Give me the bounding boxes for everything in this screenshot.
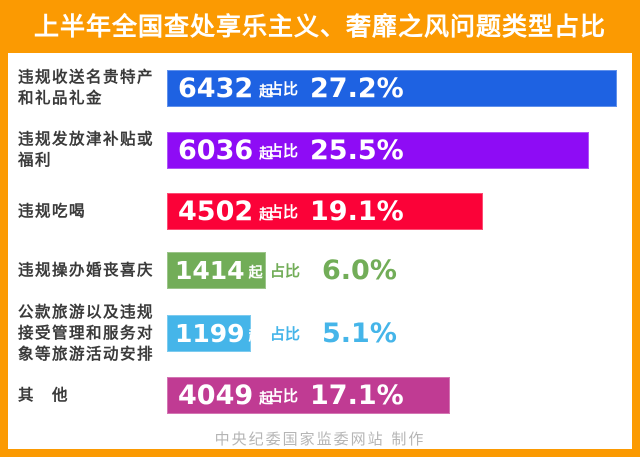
- count-unit: 起: [259, 83, 274, 100]
- bar: 1414 起: [167, 251, 266, 289]
- count-unit: 起: [259, 390, 274, 407]
- bar: 4049 起: [167, 376, 450, 414]
- rows-container: 违规收送名贵特产 和礼品礼金 6432 起 占比 27.2% 违规发放津补贴或 福利…: [8, 57, 632, 423]
- bar: 6432 起: [167, 69, 617, 107]
- count-value: 4502: [178, 195, 254, 227]
- percent-value: 27.2%: [310, 72, 404, 104]
- share-label: 占比: [268, 203, 299, 221]
- category-label: 违规吃喝: [8, 201, 167, 222]
- count-unit: 起: [259, 206, 274, 223]
- category-label: 其 他: [8, 385, 167, 406]
- percent-value: 19.1%: [310, 195, 404, 227]
- category-label-line: 其 他: [18, 385, 70, 404]
- footer-credit: 中央纪委国家监委网站 制作: [214, 430, 426, 448]
- title-band: 上半年全国查处享乐主义、奢靡之风问题类型占比: [8, 0, 632, 53]
- category-label: 违规操办婚丧喜庆: [8, 260, 167, 281]
- bar-area: 1199 起 占比 5.1%: [167, 299, 632, 367]
- table-row: 公款旅游以及违规 接受管理和服务对 象等旅游活动安排 1199 起 占比 5.1%: [8, 299, 632, 367]
- category-label-line: 违规收送名贵特产: [18, 68, 155, 86]
- category-label-line: 公款旅游以及违规: [18, 302, 155, 321]
- category-label-line: 违规吃喝: [18, 201, 87, 220]
- percent-value: 5.1%: [322, 317, 397, 349]
- chart-content: 违规收送名贵特产 和礼品礼金 6432 起 占比 27.2% 违规发放津补贴或 福利…: [8, 53, 632, 449]
- category-label-line: 违规操办婚丧喜庆: [18, 260, 155, 279]
- table-row: 违规发放津补贴或 福利 6036 起 占比 25.5%: [8, 119, 632, 181]
- count-value: 6036: [178, 134, 254, 166]
- percent-value: 17.1%: [310, 379, 404, 411]
- count-value: 6432: [178, 72, 254, 104]
- bar-area: 4049 起 占比 17.1%: [167, 367, 632, 423]
- bar: 6036 起: [167, 131, 589, 169]
- count-value: 1414: [175, 255, 245, 285]
- count-unit: 起: [248, 328, 263, 344]
- bar: 1199 起: [167, 314, 263, 352]
- bar-area: 6036 起 占比 25.5%: [167, 119, 632, 181]
- category-label: 公款旅游以及违规 接受管理和服务对 象等旅游活动安排: [8, 302, 167, 365]
- table-row: 违规吃喝 4502 起 占比 19.1%: [8, 181, 632, 241]
- category-label-line: 福利: [18, 151, 53, 169]
- category-label-line: 违规发放津补贴或: [18, 130, 155, 148]
- count-value: 4049: [178, 379, 254, 411]
- count-unit: 起: [259, 145, 274, 162]
- chart-title: 上半年全国查处享乐主义、奢靡之风问题类型占比: [33, 12, 606, 41]
- percent-value: 6.0%: [322, 254, 397, 286]
- bar-area: 4502 起 占比 19.1%: [167, 181, 632, 241]
- category-label: 违规发放津补贴或 福利: [8, 129, 167, 171]
- table-row: 其 他 4049 起 占比 17.1%: [8, 367, 632, 423]
- percent-value: 25.5%: [310, 134, 404, 166]
- bar: 4502 起: [167, 192, 483, 230]
- count-unit: 起: [248, 265, 263, 281]
- bar-area: 1414 起 占比 6.0%: [167, 241, 632, 299]
- count-value: 1199: [175, 318, 245, 348]
- share-label: 占比: [268, 142, 299, 160]
- table-row: 违规收送名贵特产 和礼品礼金 6432 起 占比 27.2%: [8, 57, 632, 119]
- share-label: 占比: [270, 262, 301, 280]
- share-label: 占比: [268, 387, 299, 405]
- category-label-line: 象等旅游活动安排: [18, 344, 155, 363]
- category-label: 违规收送名贵特产 和礼品礼金: [8, 67, 167, 109]
- share-label: 占比: [268, 80, 299, 98]
- category-label-line: 接受管理和服务对: [18, 323, 155, 342]
- table-row: 违规操办婚丧喜庆 1414 起 占比 6.0%: [8, 241, 632, 299]
- category-label-line: 和礼品礼金: [18, 89, 104, 107]
- bar-area: 6432 起 占比 27.2%: [167, 57, 632, 119]
- share-label: 占比: [270, 325, 301, 343]
